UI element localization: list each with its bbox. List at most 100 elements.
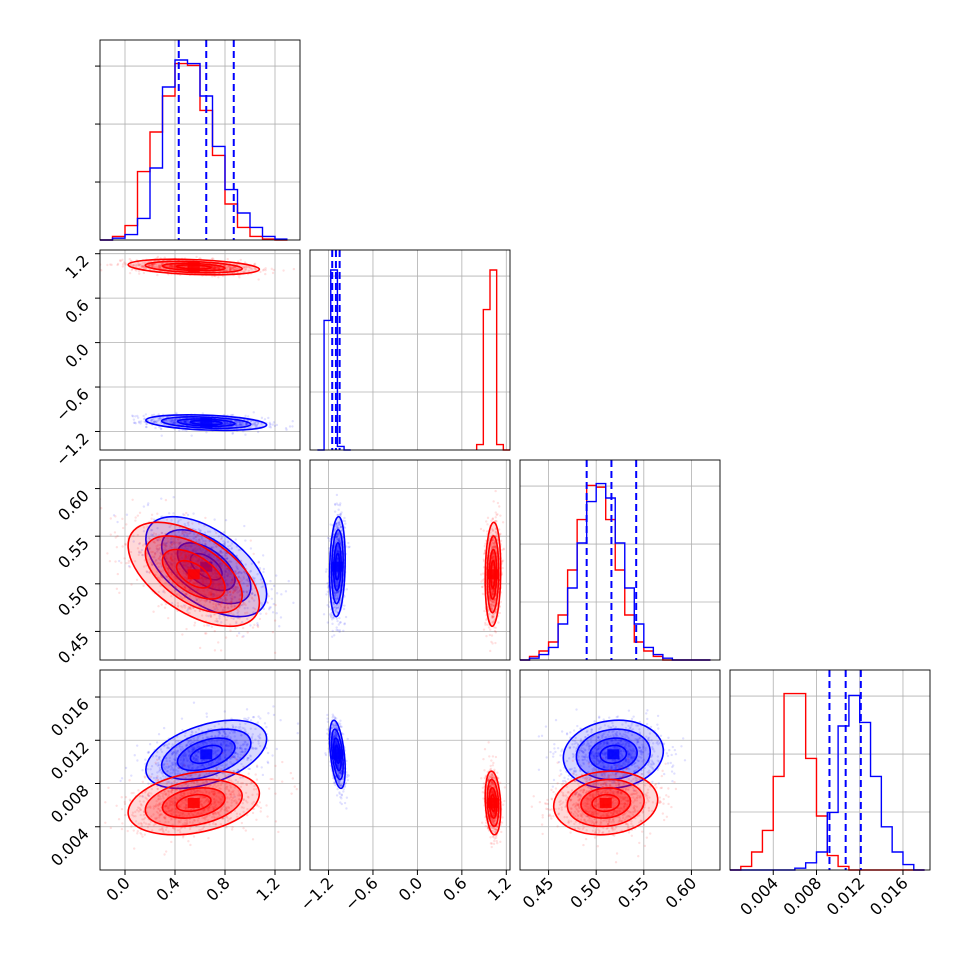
- sample-point: [216, 608, 219, 611]
- sample-point: [238, 570, 241, 573]
- sample-point: [335, 535, 338, 538]
- sample-point: [230, 572, 233, 576]
- sample-point: [174, 557, 177, 560]
- sample-point: [211, 266, 215, 270]
- sample-point: [227, 560, 230, 563]
- sample-point: [247, 579, 250, 583]
- sample-point: [198, 552, 202, 556]
- sample-point: [184, 555, 188, 558]
- sample-point: [163, 606, 167, 609]
- sample-point: [185, 565, 188, 568]
- sample-point: [215, 590, 218, 593]
- sample-point: [134, 422, 137, 425]
- sample-point: [212, 606, 215, 609]
- sample-point: [174, 562, 177, 565]
- sample-point: [183, 513, 186, 517]
- sample-point: [245, 422, 248, 425]
- sample-point: [135, 263, 139, 267]
- sample-point: [254, 424, 257, 428]
- sample-point: [218, 575, 221, 579]
- sample-point: [273, 651, 277, 655]
- sample-point: [186, 419, 189, 422]
- sample-point: [153, 556, 156, 559]
- sample-point: [203, 590, 206, 593]
- sample-point: [189, 546, 193, 549]
- sample-point: [214, 572, 217, 575]
- sample-point: [245, 422, 248, 426]
- sample-point: [194, 555, 198, 559]
- sample-point: [481, 572, 485, 575]
- sample-point: [492, 541, 496, 544]
- sample-point: [217, 603, 220, 606]
- sample-point: [160, 565, 163, 568]
- sample-point: [177, 556, 181, 560]
- sample-point: [182, 265, 186, 268]
- sample-point: [153, 560, 157, 564]
- sample-point: [173, 264, 177, 267]
- sample-point: [246, 617, 249, 621]
- sample-point: [217, 584, 220, 587]
- sample-point: [220, 554, 223, 558]
- sample-point: [220, 586, 223, 589]
- sample-point: [170, 265, 173, 269]
- sample-point: [241, 635, 244, 639]
- sample-point: [227, 422, 230, 426]
- sample-point: [184, 557, 188, 560]
- sample-point: [197, 557, 200, 561]
- sample-point: [157, 565, 160, 569]
- sample-point: [157, 568, 160, 572]
- sample-point: [177, 519, 180, 522]
- sample-point: [338, 629, 341, 632]
- sample-point: [121, 545, 124, 548]
- sample-point: [169, 556, 172, 559]
- sample-point: [200, 599, 203, 602]
- sample-point: [195, 566, 199, 569]
- sample-point: [176, 538, 180, 541]
- sample-point: [148, 263, 151, 267]
- sample-point: [228, 268, 231, 272]
- sample-point: [253, 423, 257, 427]
- hist-blue-p2: [520, 482, 711, 661]
- sample-point: [146, 525, 149, 529]
- sample-point: [198, 257, 202, 260]
- sample-point: [343, 595, 346, 598]
- sample-point: [150, 550, 153, 554]
- sample-point: [226, 557, 229, 560]
- sample-point: [263, 418, 267, 421]
- sample-point: [155, 265, 158, 268]
- sample-point: [157, 413, 160, 416]
- sample-point: [237, 571, 240, 575]
- sample-point: [158, 538, 162, 542]
- sample-point: [491, 556, 494, 560]
- sample-point: [204, 551, 207, 555]
- sample-point: [335, 526, 339, 530]
- sample-point: [173, 573, 176, 576]
- sample-point: [189, 597, 192, 601]
- sample-point: [185, 577, 189, 581]
- sample-point: [128, 565, 132, 569]
- sample-point: [164, 544, 168, 548]
- sample-point: [183, 595, 187, 599]
- sample-point: [203, 577, 207, 580]
- sample-point: [251, 423, 254, 427]
- sample-point: [336, 585, 339, 588]
- sample-point: [216, 567, 220, 571]
- sample-point: [116, 263, 119, 267]
- sample-point: [215, 564, 218, 567]
- sample-point: [205, 557, 208, 560]
- sample-point: [185, 572, 189, 575]
- sample-point: [208, 587, 211, 590]
- sample-point: [226, 557, 229, 560]
- sample-point: [176, 555, 180, 558]
- sample-point: [209, 560, 212, 563]
- sample-point: [249, 425, 252, 429]
- sample-point: [132, 263, 136, 267]
- sample-point: [249, 547, 253, 550]
- sample-point: [237, 420, 241, 424]
- sample-point: [236, 566, 239, 569]
- sample-point: [213, 613, 217, 616]
- sample-point: [243, 596, 247, 599]
- sample-point: [343, 622, 346, 625]
- sample-point: [171, 559, 174, 562]
- sample-point: [236, 567, 239, 571]
